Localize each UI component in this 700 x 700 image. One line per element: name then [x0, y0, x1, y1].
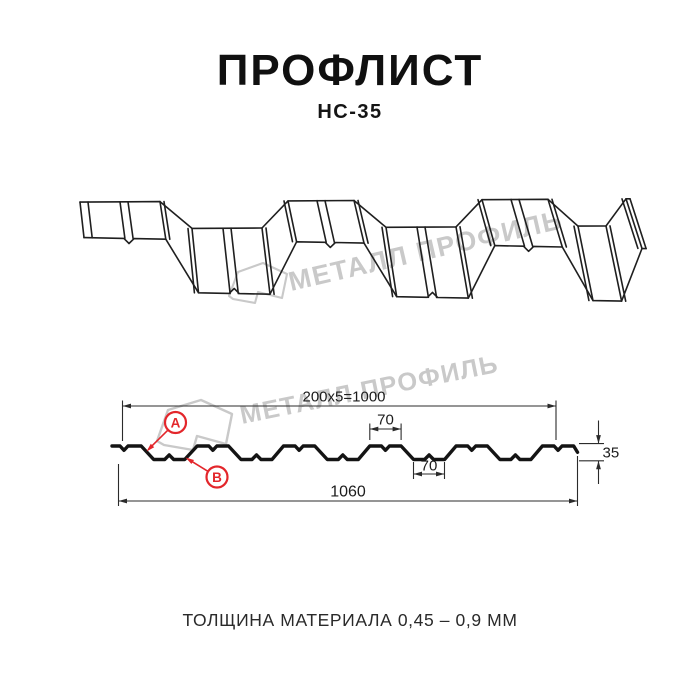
- profile-model-label: НС-35: [317, 101, 383, 123]
- page-title: ПРОФЛИСТ: [216, 46, 484, 95]
- profile-section-view: 200x5=1000 1060 70 70 35 A B: [110, 389, 620, 506]
- dim-total-width: 1060: [330, 484, 366, 501]
- dim-valley-width: 70: [421, 458, 438, 475]
- section-generated-lines: [110, 400, 604, 506]
- dim-useful-width: 200x5=1000: [303, 389, 386, 406]
- sheet-3d-fill: [80, 198, 647, 302]
- callout-a-circle: [163, 410, 188, 435]
- dim-flange-width: 70: [377, 412, 394, 429]
- callout-a: A: [163, 410, 188, 435]
- metall-profil-logo-icon: [155, 398, 234, 452]
- dim-profile-height: 35: [603, 445, 620, 462]
- callout-b-letter: B: [212, 470, 222, 485]
- callout-b-circle: [205, 465, 229, 489]
- material-thickness-note: ТОЛЩИНА МАТЕРИАЛА 0,45 – 0,9 ММ: [182, 610, 518, 630]
- callout-b: B: [205, 465, 229, 489]
- callout-a-letter: A: [171, 415, 181, 430]
- metall-profil-logo-icon: [227, 261, 289, 305]
- profile-3d-view: [79, 198, 647, 303]
